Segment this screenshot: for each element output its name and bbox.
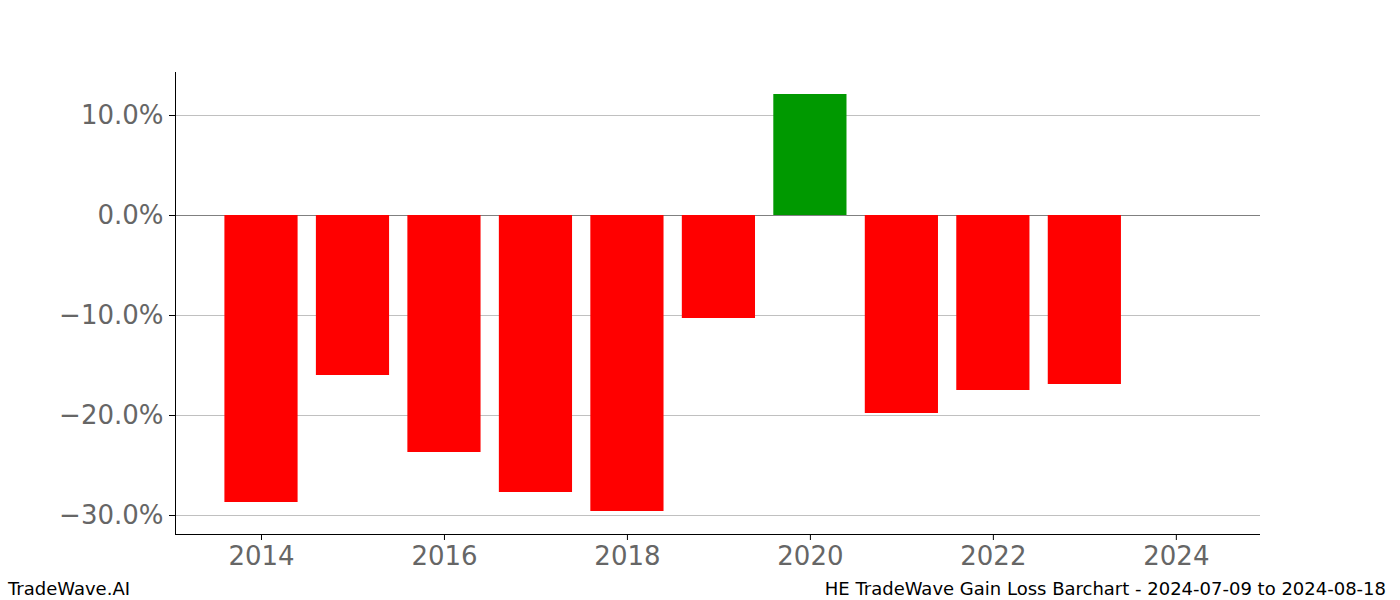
svg-text:2022: 2022 — [960, 541, 1026, 571]
svg-text:2018: 2018 — [594, 541, 660, 571]
svg-text:−20.0%: −20.0% — [59, 400, 163, 430]
svg-text:0.0%: 0.0% — [97, 200, 163, 230]
svg-text:2014: 2014 — [228, 541, 294, 571]
html-text:HE TradeWave Gain Loss Barchar: HE TradeWave Gain Loss Barchart - 2024-0… — [824, 578, 1386, 599]
svg-text:2020: 2020 — [777, 541, 843, 571]
svg-text:10.0%: 10.0% — [81, 100, 164, 130]
svg-text:−30.0%: −30.0% — [59, 500, 163, 530]
svg-text:2024: 2024 — [1143, 541, 1209, 571]
svg-text:−10.0%: −10.0% — [59, 300, 163, 330]
html-text:TradeWave.AI: TradeWave.AI — [8, 578, 130, 599]
svg-text:2016: 2016 — [411, 541, 477, 571]
